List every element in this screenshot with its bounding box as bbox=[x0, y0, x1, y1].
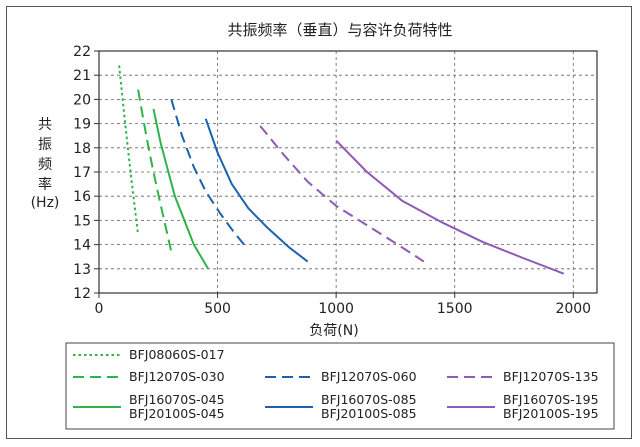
y-tick-label: 21 bbox=[73, 68, 91, 84]
y-tick-label: 14 bbox=[73, 238, 91, 254]
series-line-1 bbox=[137, 89, 173, 253]
x-axis-label: 负荷(N) bbox=[309, 323, 358, 339]
y-axis-label-line: 振 bbox=[38, 137, 52, 153]
y-tick-label: 15 bbox=[73, 213, 91, 229]
y-tick-label: 22 bbox=[73, 44, 91, 60]
x-tick-label: 1000 bbox=[318, 301, 354, 317]
x-tick-label: 500 bbox=[204, 301, 231, 317]
legend-box bbox=[65, 342, 615, 430]
legend-label-1: BFJ12070S-030 bbox=[129, 369, 225, 384]
y-tick-label: 13 bbox=[73, 262, 91, 278]
legend: BFJ08060S-017 BFJ12070S-030 BFJ12070S-060 B… bbox=[65, 342, 615, 430]
chart-title: 共振频率（垂直）与容许负荷特性 bbox=[227, 21, 452, 39]
y-tick-label: 17 bbox=[73, 165, 91, 181]
chart-frame: 共振频率（垂直）与容许负荷特性 12 13 14 15 16 17 18 19 20 21 22 0 5… bbox=[6, 6, 632, 439]
y-tick-label: 16 bbox=[73, 189, 91, 205]
legend-label-4: BFJ16070S-085 bbox=[321, 392, 417, 407]
chart-svg: 共振频率（垂直）与容许负荷特性 12 13 14 15 16 17 18 19 20 21 22 0 5… bbox=[31, 21, 615, 430]
series-line-3 bbox=[170, 99, 247, 248]
legend-label-5: BFJ12070S-135 bbox=[503, 369, 599, 384]
legend-label-2: BFJ20100S-045 bbox=[129, 406, 225, 421]
legend-label-3: BFJ12070S-060 bbox=[321, 369, 417, 384]
plot-area bbox=[118, 65, 565, 275]
legend-label-4: BFJ20100S-085 bbox=[321, 406, 417, 421]
legend-label-0: BFJ08060S-017 bbox=[129, 347, 225, 362]
y-axis-label-line: 频 bbox=[38, 157, 52, 173]
y-tick-label: 19 bbox=[73, 117, 91, 133]
x-tick-label: 0 bbox=[95, 301, 104, 317]
series-line-2 bbox=[152, 108, 209, 270]
y-axis-label: 共振频率 (Hz) bbox=[31, 117, 60, 211]
legend-label-6: BFJ16070S-195 bbox=[503, 392, 599, 407]
y-tick-label: 20 bbox=[73, 92, 91, 108]
y-axis-label-line: 率 bbox=[38, 176, 52, 193]
y-axis-label-line: 共 bbox=[38, 117, 52, 133]
legend-label-2: BFJ16070S-045 bbox=[129, 392, 225, 407]
y-tick-label: 12 bbox=[73, 286, 91, 302]
legend-label-6: BFJ20100S-195 bbox=[503, 406, 599, 421]
y-tick-label: 18 bbox=[73, 141, 91, 157]
series-line-0 bbox=[118, 65, 140, 236]
grid bbox=[99, 51, 597, 293]
axes: 12 13 14 15 16 17 18 19 20 21 22 0 500 1000 1500 2000 bbox=[73, 44, 598, 317]
series-line-4 bbox=[204, 118, 309, 263]
y-axis-label-line: (Hz) bbox=[31, 195, 60, 211]
x-tick-label: 1500 bbox=[437, 301, 473, 317]
series-line-5 bbox=[259, 125, 425, 263]
x-tick-label: 2000 bbox=[555, 301, 591, 317]
series-line-6 bbox=[335, 139, 565, 275]
